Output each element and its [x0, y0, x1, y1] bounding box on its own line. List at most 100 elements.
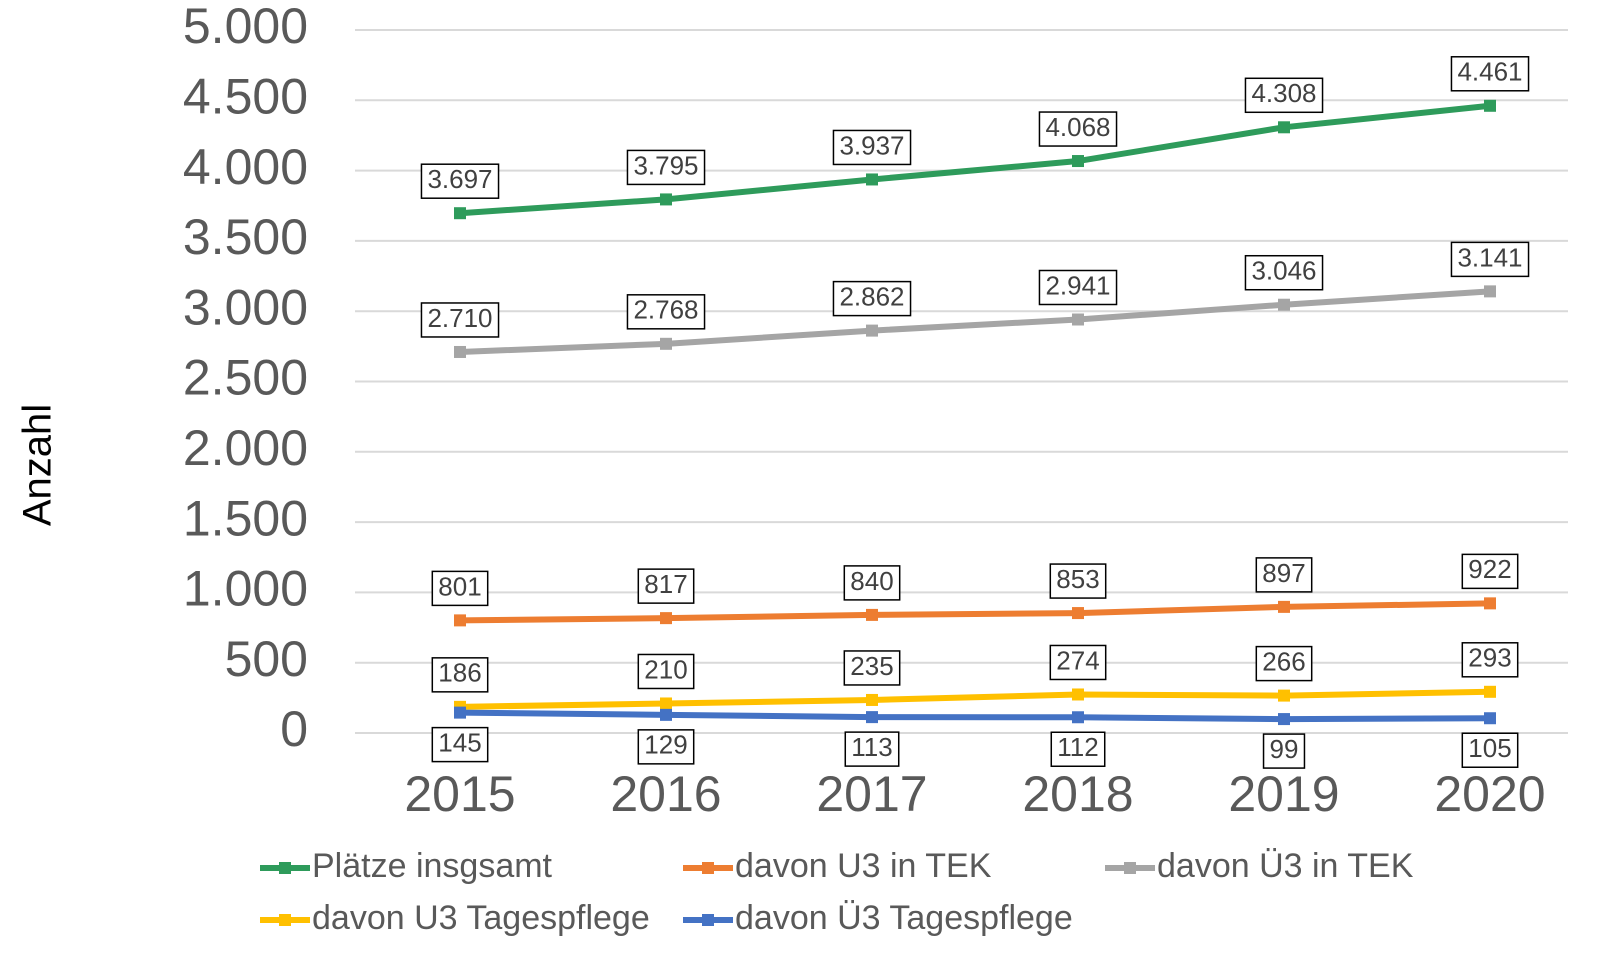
data-label-text: 3.937 [839, 130, 904, 160]
legend-marker [702, 862, 714, 874]
data-label-text: 3.795 [633, 150, 698, 180]
label-box [431, 726, 489, 763]
point-marker [866, 693, 878, 706]
y-tick-label: 4.500 [183, 69, 308, 125]
data-label: 274 [1049, 644, 1107, 681]
series-line [459, 288, 1491, 355]
point-marker [866, 711, 878, 724]
label-box [420, 163, 500, 199]
data-label: 105 [1461, 732, 1519, 768]
data-label: 840 [843, 565, 901, 601]
data-label: 2.710 [420, 302, 500, 338]
point-marker [454, 345, 466, 358]
data-label-text: 293 [1468, 643, 1511, 673]
y-tick-label: 3.500 [183, 209, 308, 265]
data-label: 210 [637, 653, 695, 690]
legend-marker [279, 862, 291, 874]
label-box [637, 568, 695, 604]
point-marker [1484, 712, 1496, 725]
point-marker [660, 708, 672, 721]
data-label: 129 [637, 729, 695, 765]
data-label-text: 3.046 [1251, 256, 1316, 286]
label-box [843, 565, 901, 601]
data-label: 817 [637, 568, 695, 604]
legend-marker [702, 914, 714, 926]
series-line [459, 600, 1491, 624]
label-box [637, 653, 695, 690]
point-marker [1072, 155, 1084, 168]
data-label: 2.941 [1038, 269, 1118, 306]
legend-label: davon Ü3 in TEK [1157, 847, 1414, 885]
data-label-text: 897 [1262, 558, 1305, 588]
data-label: 3.046 [1244, 254, 1324, 291]
data-label: 3.697 [420, 163, 500, 199]
legend-label: davon Ü3 Tagespflege [735, 899, 1073, 937]
data-label: 4.461 [1450, 56, 1530, 92]
data-label: 4.308 [1244, 77, 1324, 114]
data-label: 3.937 [832, 129, 912, 166]
label-box [1038, 269, 1118, 306]
y-tick-label: 2.000 [183, 420, 308, 476]
y-tick-label: 1.000 [183, 561, 308, 617]
x-tick-label: 2017 [816, 766, 927, 822]
label-box [1255, 645, 1313, 682]
data-label: 145 [431, 726, 489, 763]
point-marker [660, 337, 672, 350]
data-label-text: 145 [438, 727, 481, 757]
data-label: 2.862 [832, 280, 912, 317]
data-label-text: 3.697 [427, 164, 492, 194]
label-box [1461, 553, 1519, 590]
label-box [637, 729, 695, 765]
point-marker [660, 193, 672, 206]
label-box [431, 657, 489, 693]
series-line [459, 709, 1491, 723]
data-label-text: 4.068 [1045, 112, 1110, 142]
label-box [832, 280, 912, 317]
x-tick-label: 2016 [610, 766, 721, 822]
point-marker [1278, 600, 1290, 613]
label-box [1244, 254, 1324, 291]
data-label-text: 4.461 [1457, 57, 1522, 87]
point-marker [1072, 607, 1084, 620]
data-label-text: 922 [1468, 554, 1511, 584]
data-label: 293 [1461, 642, 1519, 678]
legend-marker [279, 914, 291, 926]
y-tick-label: 0 [280, 701, 308, 757]
label-box [1450, 241, 1530, 278]
data-label: 897 [1255, 557, 1313, 593]
point-marker [1072, 313, 1084, 326]
data-label: 266 [1255, 645, 1313, 682]
label-box [1262, 733, 1306, 769]
data-label-text: 2.710 [427, 303, 492, 333]
point-marker [1278, 713, 1290, 726]
point-marker [660, 697, 672, 710]
x-tick-label: 2018 [1022, 766, 1133, 822]
legend-marker [1124, 862, 1136, 874]
label-box [1038, 111, 1118, 147]
x-tick-label: 2020 [1434, 766, 1545, 822]
label-box [420, 302, 500, 338]
point-marker [660, 612, 672, 625]
data-label: 2.768 [626, 294, 706, 330]
label-box [832, 129, 912, 166]
point-marker [1484, 285, 1496, 298]
label-box [1049, 563, 1107, 599]
data-label: 113 [844, 731, 900, 767]
data-label-text: 210 [644, 654, 687, 684]
point-marker [454, 706, 466, 719]
label-box [1050, 731, 1106, 768]
x-tick-label: 2019 [1228, 766, 1339, 822]
point-marker [1072, 688, 1084, 701]
data-label: 3.141 [1450, 241, 1530, 278]
data-label: 4.068 [1038, 111, 1118, 147]
label-box [1244, 77, 1324, 114]
point-marker [1072, 711, 1084, 724]
data-label: 235 [843, 650, 901, 686]
label-box [844, 731, 900, 767]
data-label-text: 801 [438, 571, 481, 601]
data-label: 186 [431, 657, 489, 693]
data-label-text: 817 [644, 569, 687, 599]
point-marker [1484, 597, 1496, 610]
y-tick-label: 500 [225, 631, 308, 687]
